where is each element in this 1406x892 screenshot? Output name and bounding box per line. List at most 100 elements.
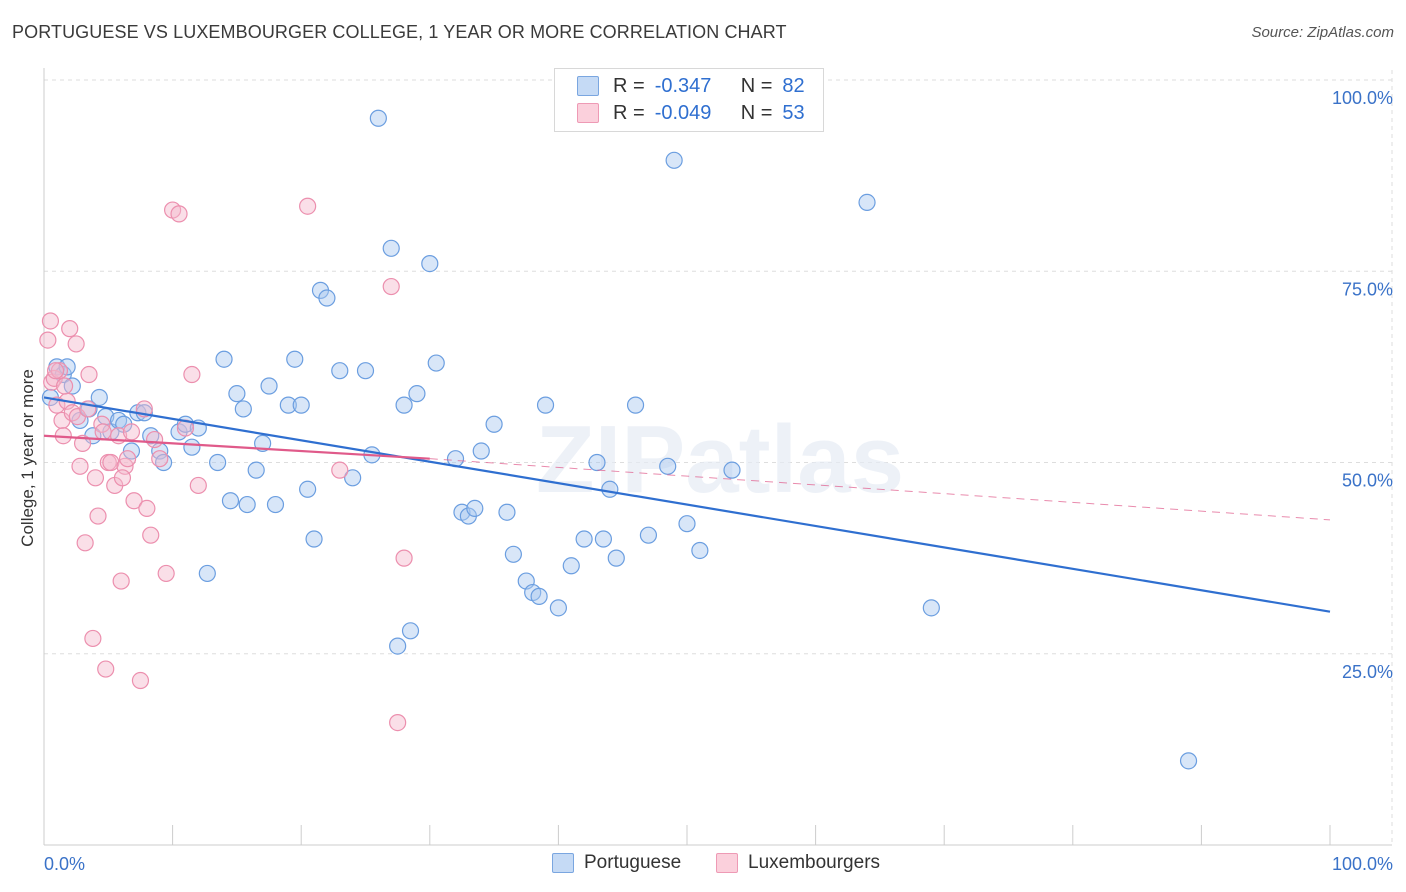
- data-point: [238, 495, 256, 514]
- data-point: [55, 377, 74, 395]
- data-point: [389, 637, 407, 655]
- data-point: [122, 423, 141, 441]
- data-point: [858, 193, 876, 211]
- legend-r-label: R =: [613, 74, 645, 97]
- data-point: [607, 549, 625, 567]
- data-point: [113, 469, 132, 487]
- legend-r-value: -0.347: [654, 74, 712, 97]
- data-point: [292, 396, 310, 414]
- data-point: [421, 255, 439, 273]
- data-point: [659, 457, 677, 475]
- legend-row-luxembourgers: R = -0.049 N = 53: [577, 100, 805, 126]
- trendline: [429, 458, 1331, 521]
- point-layer: [39, 109, 1198, 770]
- data-point: [626, 396, 645, 414]
- data-point: [922, 599, 940, 617]
- data-point: [84, 629, 102, 648]
- data-point: [691, 541, 709, 560]
- legend-n-label: N =: [740, 74, 773, 97]
- data-point: [215, 350, 233, 368]
- data-point: [97, 660, 115, 678]
- legend-swatch-blue: [577, 76, 599, 96]
- data-point: [86, 469, 105, 487]
- data-point: [530, 587, 548, 605]
- data-point: [94, 423, 112, 441]
- data-point: [198, 564, 216, 583]
- legend-n-value: 53: [782, 101, 805, 124]
- data-point: [71, 457, 89, 475]
- data-point: [408, 385, 426, 403]
- chart-title: PORTUGUESE VS LUXEMBOURGER COLLEGE, 1 YE…: [12, 22, 787, 42]
- data-point: [89, 507, 107, 525]
- data-point: [145, 430, 164, 449]
- x-tick-label: 0.0%: [44, 854, 85, 874]
- legend-n-value: 82: [782, 74, 805, 97]
- bottom-swatch-pink: [716, 853, 738, 873]
- data-point: [138, 499, 156, 517]
- data-point: [279, 396, 297, 414]
- data-point: [170, 205, 188, 223]
- bottom-legend-label: Luxembourgers: [748, 852, 881, 873]
- data-point: [389, 713, 407, 732]
- data-point: [472, 442, 490, 460]
- data-point: [183, 438, 201, 456]
- data-point: [382, 277, 400, 296]
- data-point: [594, 530, 613, 548]
- data-point: [427, 354, 445, 372]
- data-point: [67, 335, 85, 353]
- data-point: [401, 622, 420, 640]
- data-point: [562, 557, 580, 575]
- data-point: [665, 151, 683, 169]
- y-tick-label: 25.0%: [1342, 662, 1393, 682]
- data-point: [331, 461, 349, 479]
- data-point: [39, 331, 57, 349]
- data-point: [125, 492, 143, 510]
- x-tick-label: 100.0%: [1332, 854, 1393, 874]
- data-point: [601, 480, 619, 498]
- legend-n-label: N =: [740, 101, 773, 124]
- data-point: [299, 197, 317, 215]
- data-point: [61, 320, 79, 338]
- bottom-swatch-blue: [552, 853, 574, 873]
- data-point: [228, 385, 246, 403]
- y-tick-label: 50.0%: [1342, 471, 1393, 491]
- data-point: [382, 239, 400, 257]
- data-point: [575, 530, 593, 548]
- trendline: [43, 396, 1331, 613]
- data-point: [356, 362, 375, 380]
- data-point: [1179, 752, 1198, 770]
- data-point: [247, 461, 265, 479]
- data-point: [395, 549, 413, 567]
- data-point: [80, 365, 98, 384]
- data-point: [73, 434, 92, 452]
- watermark: ZIPatlas: [536, 406, 904, 513]
- data-point: [209, 453, 227, 472]
- data-point: [76, 534, 94, 552]
- data-point: [157, 564, 175, 583]
- data-point: [395, 396, 413, 414]
- data-point: [286, 350, 304, 368]
- data-point: [318, 289, 336, 307]
- correlation-legend: R = -0.347 N = 82 R = -0.049 N = 53: [554, 68, 824, 132]
- bottom-legend-portuguese: Portuguese: [552, 852, 681, 874]
- data-point: [536, 396, 555, 414]
- data-point: [723, 461, 741, 479]
- data-point: [588, 453, 606, 472]
- data-point: [549, 599, 568, 617]
- data-point: [46, 362, 65, 380]
- data-point: [41, 312, 60, 330]
- data-point: [266, 495, 285, 514]
- data-point: [90, 388, 108, 407]
- data-point: [221, 492, 240, 510]
- data-point: [102, 453, 120, 472]
- trend-layer: [43, 396, 1331, 613]
- bottom-legend-luxembourgers: Luxembourgers: [716, 852, 880, 874]
- data-point: [678, 515, 696, 533]
- data-point: [234, 400, 252, 418]
- data-point: [344, 469, 362, 487]
- legend-r-label: R =: [613, 101, 645, 124]
- axis-layer: 25.0% 50.0% 75.0% 100.0% 0.0% 100.0%: [43, 68, 1393, 874]
- data-point: [183, 365, 201, 384]
- data-point: [369, 109, 387, 127]
